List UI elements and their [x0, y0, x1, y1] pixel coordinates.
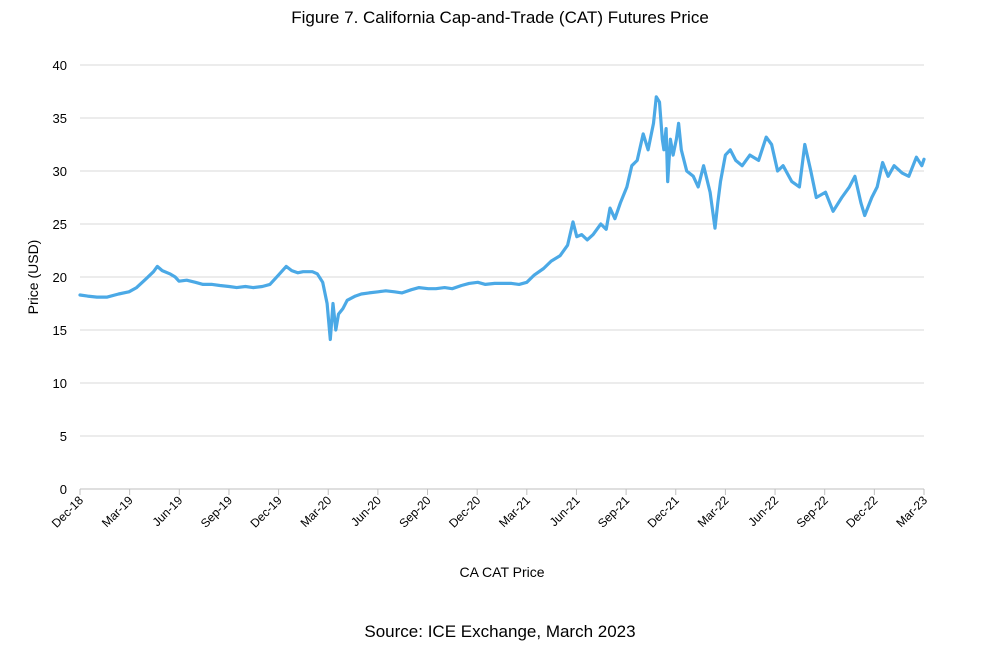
x-tick-label: Jun-20	[348, 493, 384, 529]
x-tick-label: Mar-23	[893, 493, 930, 530]
y-tick-label: 10	[53, 376, 67, 391]
x-tick-label: Dec-22	[843, 493, 880, 530]
y-tick-label: 15	[53, 323, 67, 338]
x-tick-label: Sep-19	[198, 493, 235, 530]
x-tick-label: Jun-21	[547, 493, 583, 529]
x-tick-label: Jun-22	[745, 493, 781, 529]
x-tick-label: Mar-21	[496, 493, 533, 530]
x-tick-labels: Dec-18 Mar-19 Jun-19 Sep-19 Dec-19 Mar-20 Jun-…	[49, 493, 930, 530]
x-tick-label: Sep-21	[595, 493, 632, 530]
y-axis-label: Price (USD)	[25, 240, 41, 315]
series-line-ca-cat-price	[78, 95, 926, 342]
x-axis-label: CA CAT Price	[459, 564, 544, 580]
y-tick-label: 0	[60, 482, 67, 497]
x-tick-label: Dec-21	[645, 493, 682, 530]
chart-source: Source: ICE Exchange, March 2023	[364, 622, 636, 641]
x-tick-label: Jun-19	[150, 493, 186, 529]
gridlines	[80, 64, 924, 437]
x-axis	[79, 488, 925, 495]
series-group	[78, 95, 926, 342]
y-tick-label: 40	[53, 58, 67, 73]
chart-title: Figure 7. California Cap-and-Trade (CAT)…	[291, 8, 709, 27]
x-tick-label: Mar-20	[298, 493, 335, 530]
y-tick-label: 30	[53, 164, 67, 179]
y-tick-labels: 0 5 10 15 20 25 30 35 40	[53, 58, 67, 497]
x-tick-label: Mar-22	[695, 493, 732, 530]
x-tick-label: Mar-19	[99, 493, 136, 530]
x-tick-label: Sep-22	[794, 493, 831, 530]
y-tick-label: 25	[53, 217, 67, 232]
x-tick-label: Dec-18	[49, 493, 86, 530]
x-tick-label: Dec-20	[446, 493, 483, 530]
y-tick-label: 35	[53, 111, 67, 126]
y-tick-label: 5	[60, 429, 67, 444]
x-tick-label: Sep-20	[396, 493, 433, 530]
x-tick-label: Dec-19	[247, 493, 284, 530]
y-tick-label: 20	[53, 270, 67, 285]
